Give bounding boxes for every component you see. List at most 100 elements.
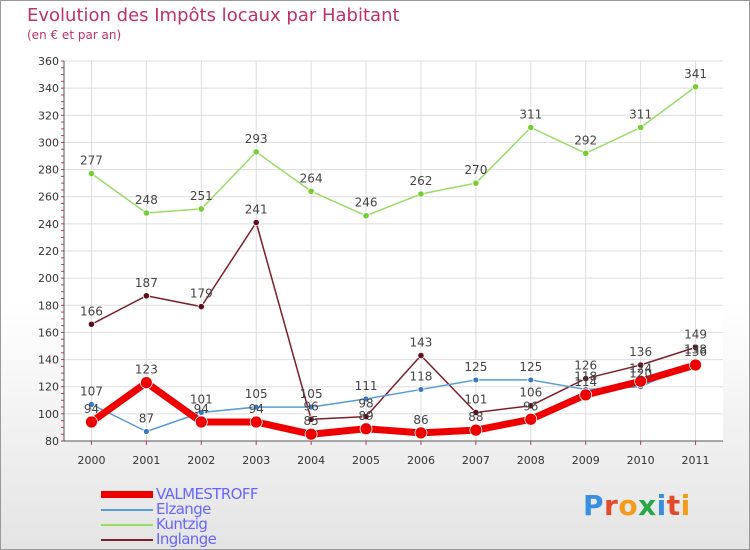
x-tick-label-2002: 2002	[187, 454, 215, 467]
point-inglange-2008	[527, 402, 535, 410]
y-tick-label-280: 280	[38, 164, 59, 177]
chart-subtitle: (en € et par an)	[27, 28, 122, 42]
point-inglange-2000	[87, 320, 96, 328]
point-kuntzig-2004	[307, 187, 315, 195]
point-valmestroff-2002	[194, 415, 208, 429]
point-inglange-2004	[307, 415, 315, 423]
y-tick-label-320: 320	[38, 109, 59, 122]
legend-swatch-valmestroff	[101, 491, 153, 498]
y-tick-label-260: 260	[38, 191, 59, 204]
x-tick-label-2010: 2010	[627, 454, 655, 467]
data-label-kuntzig-2008: 311	[519, 108, 542, 122]
point-kuntzig-2006	[417, 190, 425, 198]
point-elzange-2001	[142, 428, 150, 435]
y-tick-label-100: 100	[38, 408, 59, 421]
y-tick-label-140: 140	[38, 354, 59, 367]
data-label-kuntzig-2005: 246	[355, 196, 378, 210]
y-tick-label-220: 220	[38, 245, 59, 258]
series-line-valmestroff	[87, 361, 700, 438]
data-label-elzange-2007: 125	[464, 360, 487, 374]
y-tick-label-360: 360	[38, 55, 59, 68]
legend-label-elzange: Elzange	[156, 500, 211, 518]
data-label-elzange-2002: 101	[190, 393, 213, 407]
series-line-kuntzig	[90, 86, 697, 217]
data-label-valmestroff-2007: 88	[468, 410, 483, 424]
point-kuntzig-2005	[362, 212, 370, 220]
logo-letter: x	[638, 489, 657, 522]
point-elzange-2007	[472, 376, 480, 384]
point-elzange-2000	[88, 400, 95, 408]
point-inglange-2002	[197, 303, 205, 311]
proxiti-logo: Proxiti	[583, 489, 691, 522]
data-label-inglange-2001: 187	[135, 276, 158, 290]
point-inglange-2005	[362, 412, 370, 421]
data-label-inglange-2004: 96	[303, 399, 318, 413]
data-label-valmestroff-2005: 89	[358, 409, 373, 423]
point-inglange-2001	[142, 292, 150, 300]
point-kuntzig-2009	[582, 149, 590, 157]
point-inglange-2011	[691, 343, 700, 351]
point-valmestroff-2001	[139, 376, 153, 390]
point-kuntzig-2000	[87, 170, 96, 178]
data-label-kuntzig-2002: 251	[190, 189, 213, 203]
point-elzange-2005	[362, 395, 370, 403]
y-tick-label-240: 240	[38, 218, 59, 231]
point-elzange-2008	[527, 376, 535, 384]
point-inglange-2006	[417, 351, 425, 360]
point-kuntzig-2002	[197, 205, 205, 213]
x-tick-label-2006: 2006	[407, 454, 435, 467]
logo-letter: P	[583, 489, 605, 522]
legend-label-valmestroff: VALMESTROFF	[156, 485, 259, 503]
point-elzange-2006	[417, 386, 425, 393]
data-label-valmestroff-2003: 94	[249, 402, 264, 416]
y-tick-label-300: 300	[38, 136, 59, 149]
data-label-elzange-2004: 105	[300, 387, 323, 401]
y-tick-label-180: 180	[38, 299, 59, 312]
data-label-elzange-2010: 120	[629, 367, 652, 381]
data-label-kuntzig-2011: 341	[684, 67, 707, 81]
point-kuntzig-2008	[527, 123, 535, 132]
point-valmestroff-2008	[524, 412, 538, 426]
logo-letter: t	[666, 489, 681, 522]
point-valmestroff-2003	[249, 415, 263, 429]
point-kuntzig-2003	[252, 148, 260, 156]
x-tick-label-2009: 2009	[572, 454, 600, 467]
point-valmestroff-2005	[359, 422, 373, 436]
logo-letter: i	[656, 489, 667, 522]
point-inglange-2007	[472, 408, 480, 417]
x-tick-label-2007: 2007	[462, 454, 490, 467]
x-tick-label-2000: 2000	[77, 454, 105, 467]
point-valmestroff-2004	[304, 427, 318, 441]
point-elzange-2003	[252, 403, 260, 411]
data-label-kuntzig-2007: 270	[464, 163, 487, 177]
logo-letter: o	[618, 489, 639, 522]
data-label-elzange-2005: 111	[355, 379, 378, 393]
y-tick-label-340: 340	[38, 82, 59, 95]
data-label-kuntzig-2010: 311	[629, 108, 652, 122]
point-valmestroff-2010	[634, 374, 648, 388]
point-valmestroff-2007	[469, 423, 483, 437]
data-label-elzange-2003: 105	[245, 387, 268, 401]
data-label-kuntzig-2004: 264	[300, 171, 323, 185]
data-label-inglange-2003: 241	[245, 203, 268, 217]
data-label-valmestroff-2008: 96	[523, 399, 538, 413]
data-label-elzange-2008: 125	[519, 360, 542, 374]
data-label-inglange-2011: 149	[684, 327, 707, 341]
data-label-kuntzig-2003: 293	[245, 132, 268, 146]
legend-label-kuntzig: Kuntzig	[156, 515, 208, 533]
x-tick-label-2004: 2004	[297, 454, 325, 467]
legend-label-inglange: Inglange	[156, 530, 217, 548]
point-valmestroff-2011	[689, 358, 702, 372]
data-label-inglange-2000: 166	[80, 304, 103, 318]
data-label-valmestroff-2010: 124	[629, 361, 652, 375]
data-label-kuntzig-2006: 262	[410, 174, 433, 188]
data-label-valmestroff-2002: 94	[194, 402, 209, 416]
x-tick-label-2001: 2001	[132, 454, 160, 467]
data-label-elzange-2011: 138	[684, 342, 707, 356]
point-inglange-2010	[637, 361, 645, 369]
data-label-elzange-2009: 118	[574, 369, 597, 383]
y-tick-label-80: 80	[45, 435, 59, 448]
data-label-inglange-2008: 106	[519, 386, 542, 400]
point-inglange-2009	[582, 374, 590, 383]
